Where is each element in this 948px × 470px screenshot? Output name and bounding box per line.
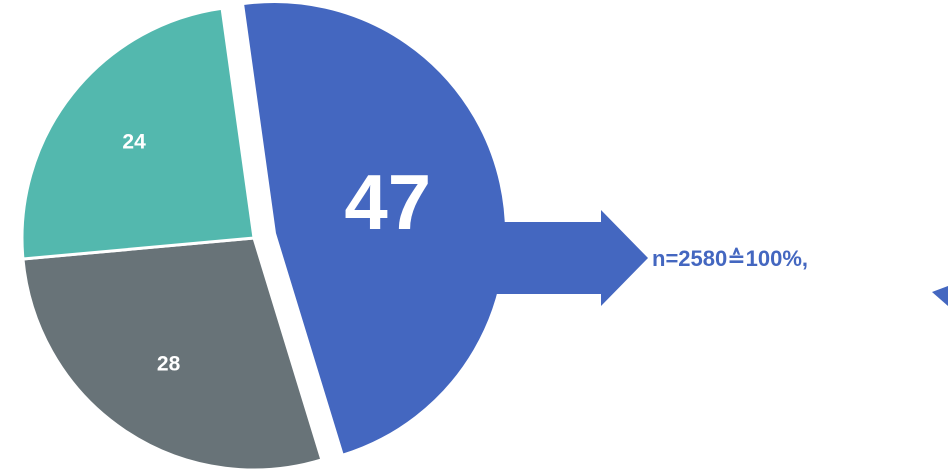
callout-arrow: [496, 210, 648, 306]
pie-slices: [20, 0, 508, 470]
pie-slice-label-24: 24: [122, 130, 146, 153]
pie-slice-24: [20, 6, 256, 261]
pie-slice-47: [240, 0, 508, 458]
pie-slice-28: [21, 236, 324, 470]
pie-labels: 47 28 24: [122, 130, 431, 375]
callout-text: n=2580≙100%,: [652, 246, 808, 271]
pie-slice-label-47: 47: [344, 158, 431, 246]
pie-slice-label-28: 28: [157, 353, 181, 376]
callout-edge-mark: [932, 286, 948, 306]
